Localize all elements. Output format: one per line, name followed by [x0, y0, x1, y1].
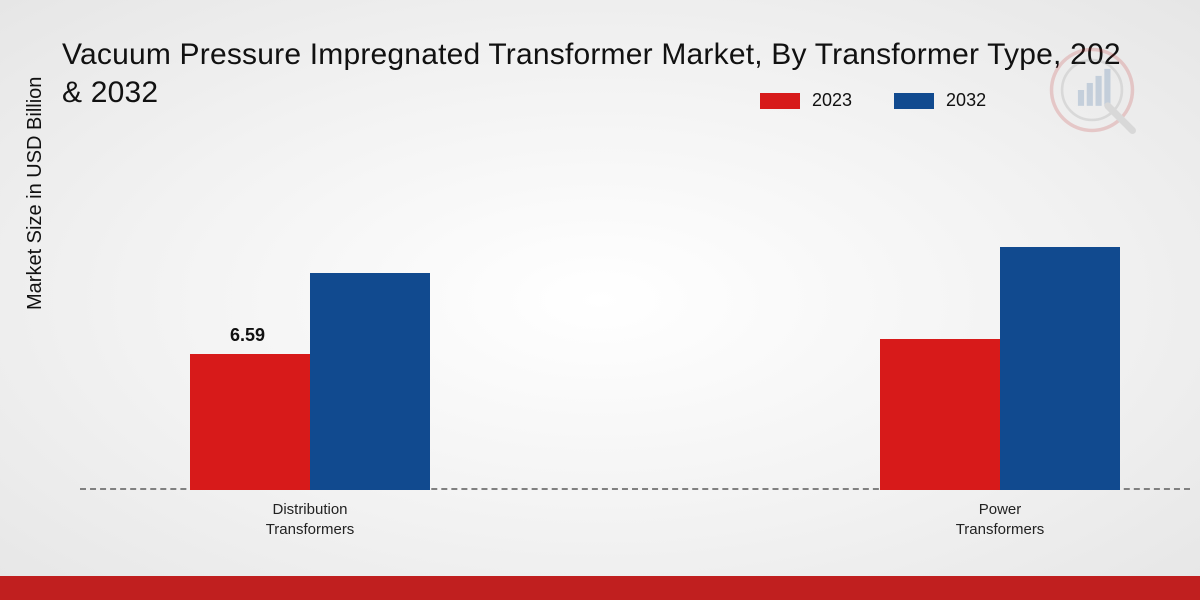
- y-axis-label: Market Size in USD Billion: [24, 77, 47, 310]
- bar: [190, 354, 310, 490]
- plot-area: 6.59DistributionTransformers PowerTransfo…: [80, 160, 1190, 490]
- title-line-2: & 2032: [62, 76, 158, 109]
- title-line-1: Vacuum Pressure Impregnated Transformer …: [62, 38, 1121, 71]
- footer-bar: [0, 576, 1200, 600]
- legend-item-2023: 2023: [760, 90, 852, 111]
- legend-label-2023: 2023: [812, 90, 852, 111]
- legend: 2023 2032: [760, 90, 986, 111]
- bar: [310, 273, 430, 490]
- legend-label-2032: 2032: [946, 90, 986, 111]
- legend-swatch-2032: [894, 93, 934, 109]
- bar-group: 6.59DistributionTransformers: [190, 273, 430, 490]
- bar: [880, 339, 1000, 490]
- bar: [1000, 247, 1120, 490]
- watermark-logo-icon: [1048, 46, 1136, 134]
- legend-swatch-2023: [760, 93, 800, 109]
- bar-value-label: 6.59: [230, 325, 265, 346]
- x-axis-label: DistributionTransformers: [240, 500, 380, 539]
- legend-item-2032: 2032: [894, 90, 986, 111]
- bar-group: PowerTransformers: [880, 247, 1120, 490]
- x-axis-label: PowerTransformers: [930, 500, 1070, 539]
